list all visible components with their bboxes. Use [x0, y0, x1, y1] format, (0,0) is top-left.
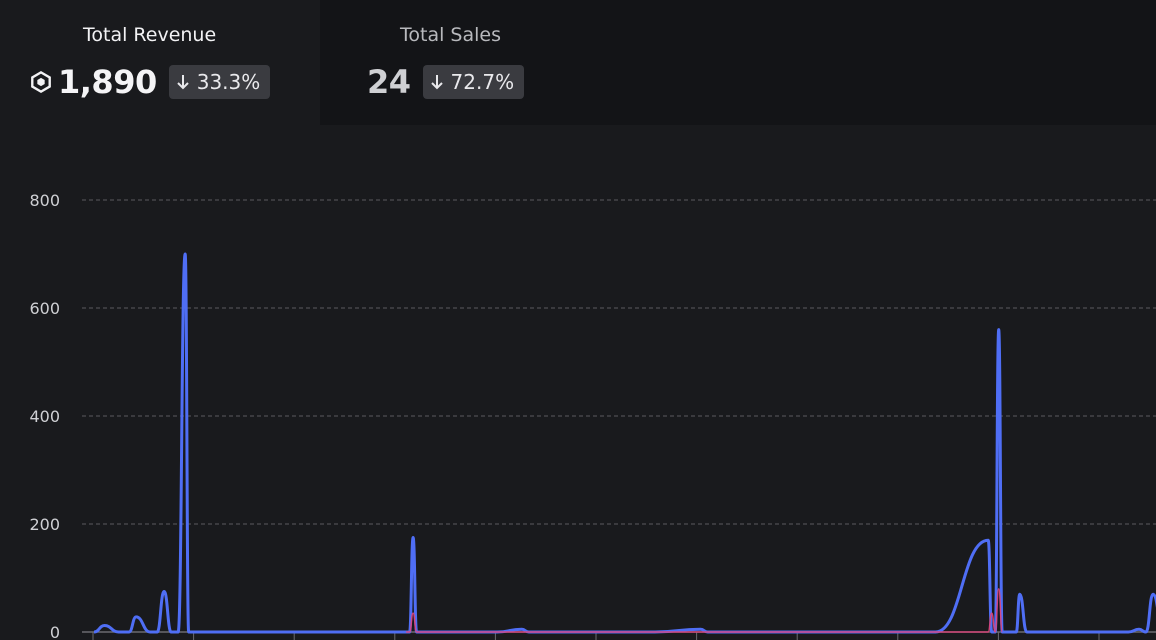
- y-tick-label-800: 800: [29, 191, 60, 210]
- y-tick-label-0: 0: [50, 623, 60, 640]
- total-sales-value: 24: [367, 63, 411, 101]
- metric-tabs: Total Revenue 1,890 33.3% Total Sales 24: [0, 0, 1156, 125]
- arrow-down-icon: [430, 75, 443, 90]
- total-revenue-delta-badge: 33.3%: [168, 65, 271, 99]
- total-revenue-delta-value: 33.3%: [196, 70, 261, 94]
- total-sales-value-row: 24 72.7%: [367, 62, 525, 102]
- y-tick-label-200: 200: [29, 515, 60, 534]
- total-sales-title: Total Sales: [400, 24, 501, 46]
- total-revenue-value-row: 1,890 33.3%: [30, 62, 271, 102]
- total-sales-delta-value: 72.7%: [450, 70, 515, 94]
- robux-icon: [31, 71, 51, 93]
- series-line-0: [93, 252, 1156, 634]
- arrow-down-icon: [177, 75, 189, 90]
- tab-total-sales[interactable]: Total Sales 24 72.7%: [320, 0, 1156, 125]
- tab-total-revenue[interactable]: Total Revenue 1,890 33.3%: [0, 0, 320, 125]
- revenue-chart: 0 200 400 600 800: [29, 191, 1156, 640]
- y-tick-label-600: 600: [29, 299, 60, 318]
- y-tick-label-400: 400: [29, 407, 60, 426]
- series-line-1: [406, 588, 1003, 633]
- total-sales-delta-badge: 72.7%: [422, 65, 525, 99]
- total-revenue-title: Total Revenue: [83, 24, 217, 46]
- total-revenue-value: 1,890: [58, 63, 157, 101]
